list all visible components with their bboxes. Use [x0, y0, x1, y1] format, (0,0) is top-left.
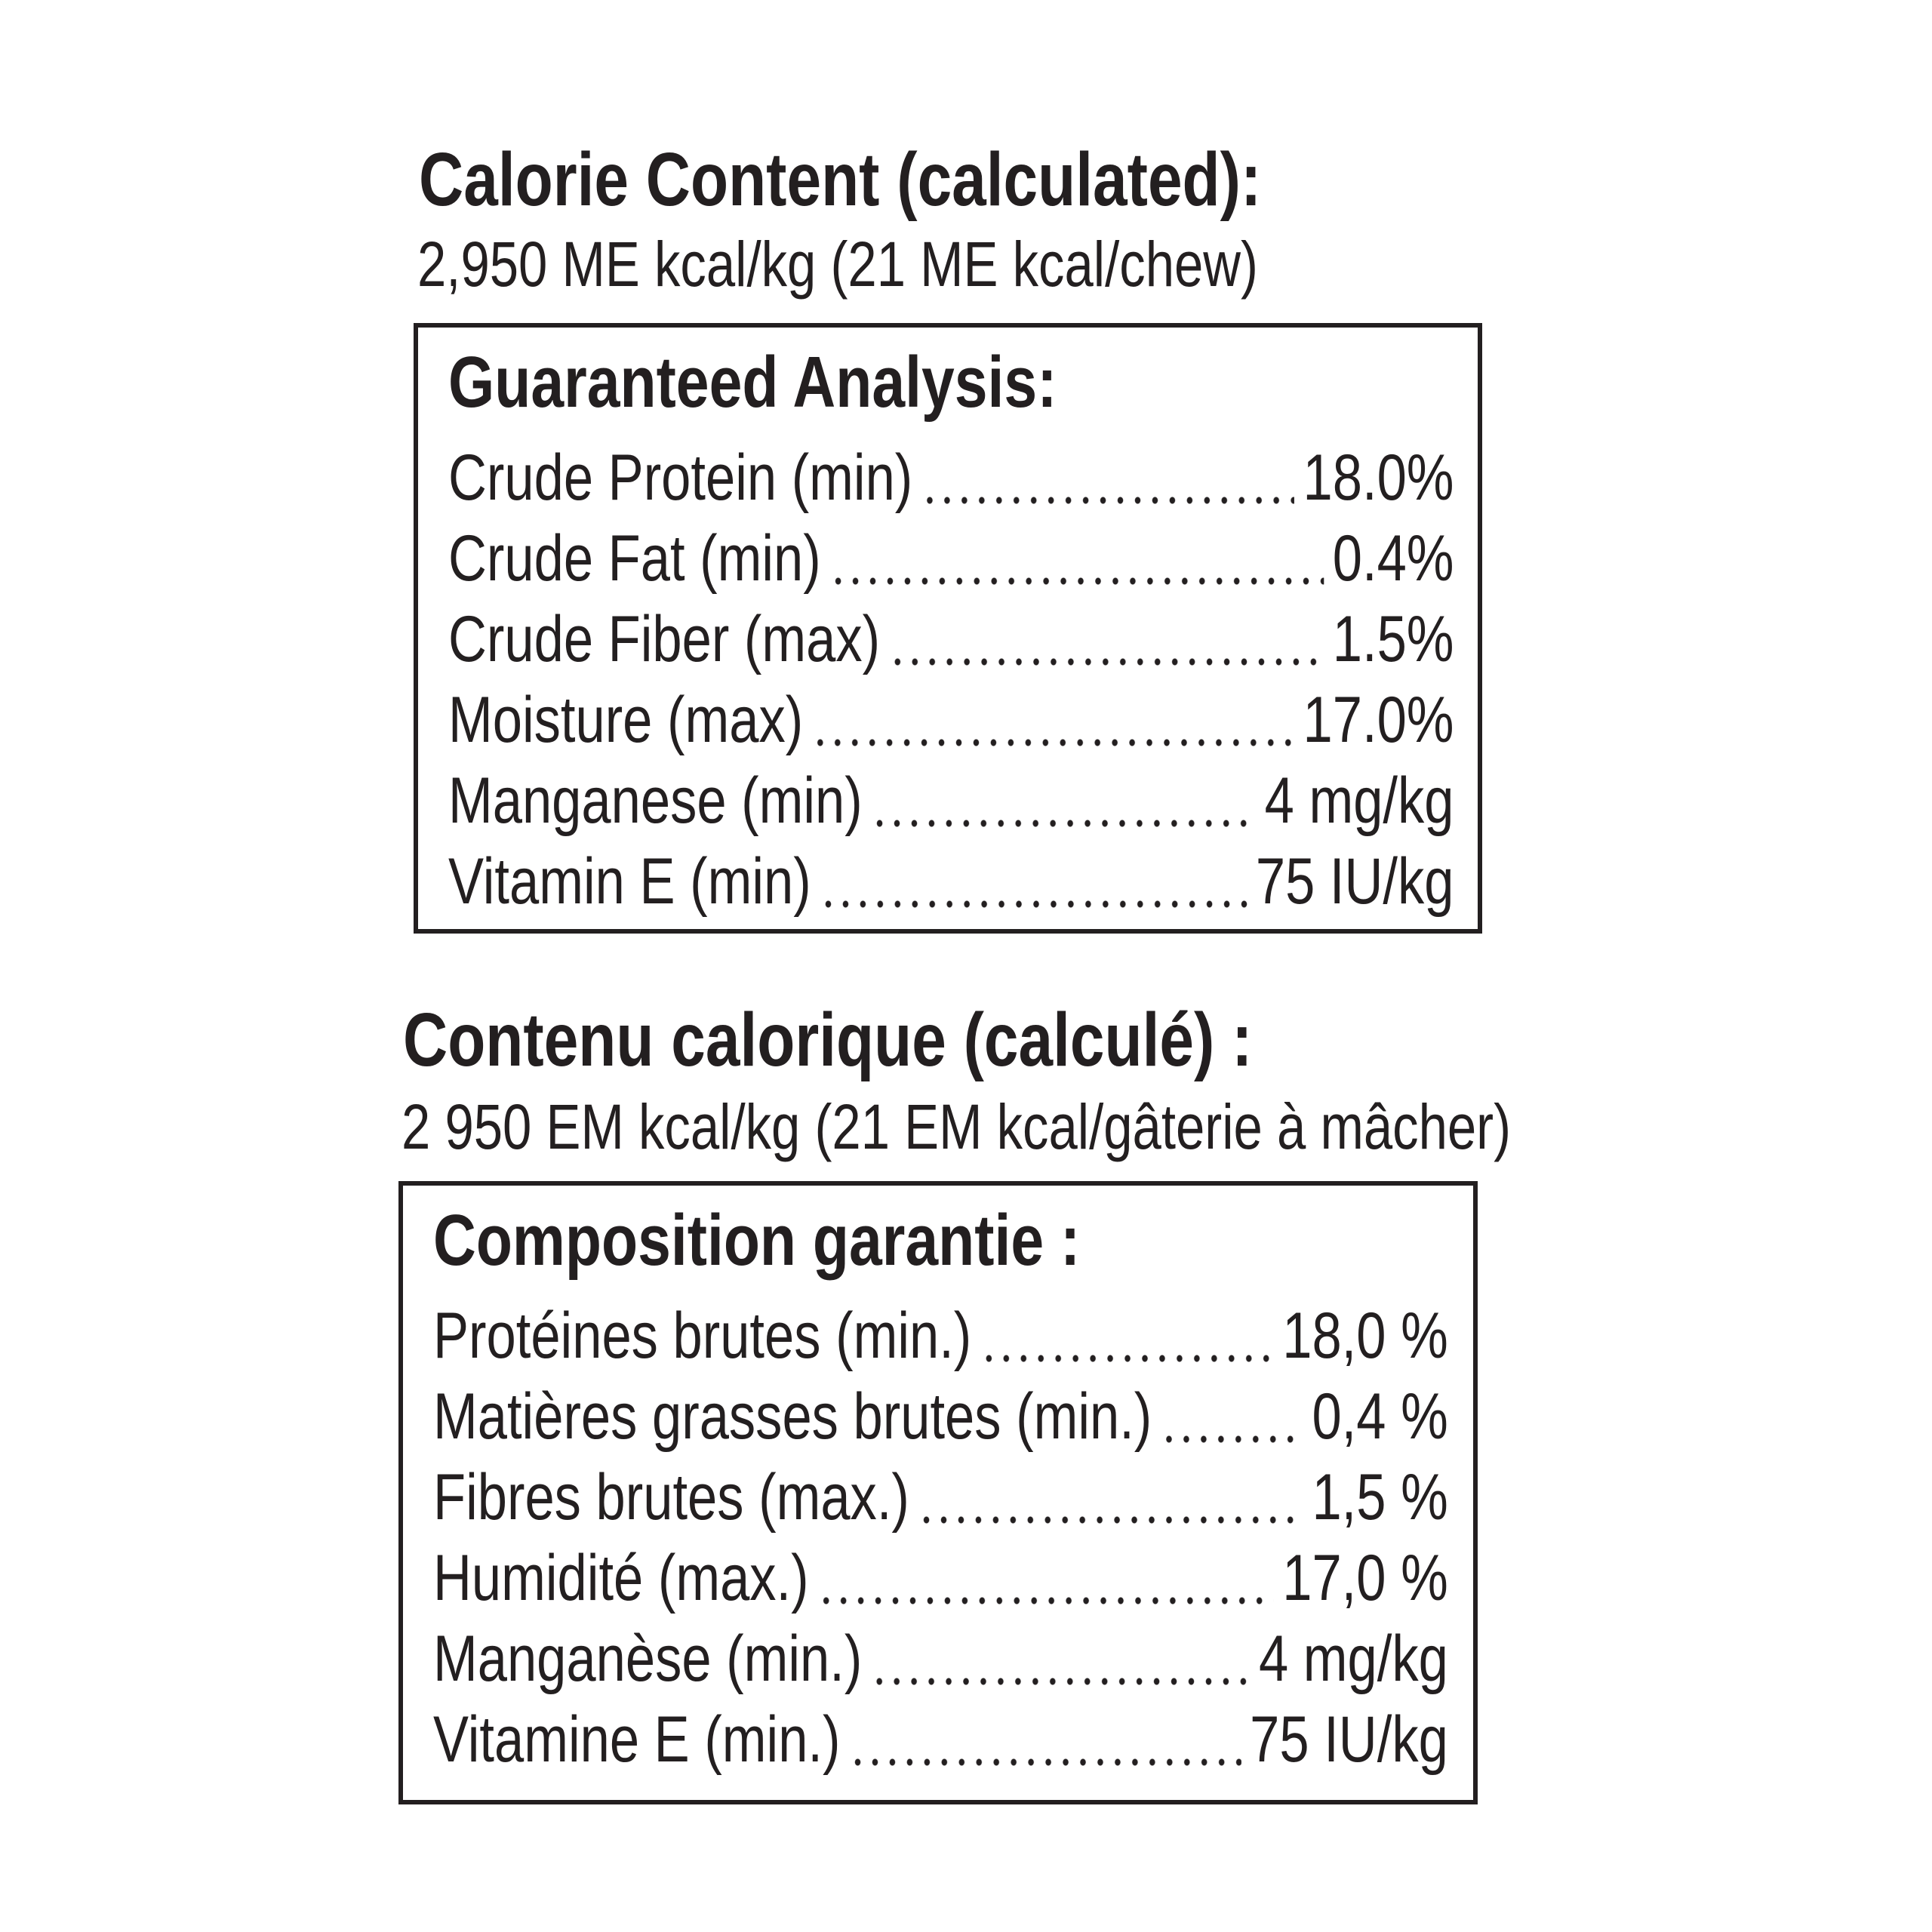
analysis-row: Crude Fiber (max) 1.5% [448, 599, 1454, 680]
analysis-row: Protéines brutes (min.) 18,0 % [433, 1296, 1448, 1377]
calorie-title: Contenu calorique (calculé) : [403, 998, 1253, 1082]
calorie-title: Calorie Content (calculated): [419, 137, 1262, 222]
analysis-row: Manganèse (min.) 4 mg/kg [433, 1619, 1448, 1700]
nutrient-value: 4 mg/kg [1264, 764, 1454, 837]
nutrient-value: 1.5% [1332, 603, 1454, 675]
nutrient-label: Protéines brutes (min.) [433, 1300, 972, 1372]
nutrient-value: 4 mg/kg [1258, 1623, 1448, 1695]
nutrient-value: 18.0% [1303, 441, 1454, 514]
analysis-row: Manganese (min) 4 mg/kg [448, 761, 1454, 841]
analysis-content: Guaranteed Analysis: Crude Protein (min)… [448, 342, 1454, 922]
analysis-row: Humidité (max.) 17,0 % [433, 1538, 1448, 1619]
analysis-title: Composition garantie : [433, 1200, 1081, 1281]
nutrient-label: Matières grasses brutes (min.) [433, 1380, 1152, 1453]
nutrient-label: Vitamin E (min) [448, 845, 811, 918]
nutrient-label: Vitamine E (min.) [433, 1703, 841, 1776]
dot-leader [980, 1296, 1274, 1377]
nutrient-value: 1,5 % [1312, 1461, 1448, 1534]
calorie-value: 2,950 ME kcal/kg (21 ME kcal/chew) [417, 229, 1258, 300]
dot-leader [921, 438, 1295, 518]
analysis-box: Guaranteed Analysis: Crude Protein (min)… [414, 323, 1482, 934]
dot-leader [829, 518, 1324, 599]
nutrient-label: Crude Fat (min) [448, 522, 821, 595]
dot-leader [888, 599, 1324, 680]
nutrient-value: 75 IU/kg [1255, 845, 1454, 918]
nutrient-value: 17,0 % [1282, 1542, 1448, 1614]
dot-leader [811, 680, 1295, 761]
dot-leader [1160, 1377, 1303, 1457]
analysis-row: Matières grasses brutes (min.) 0,4 % [433, 1377, 1448, 1457]
analysis-row: Vitamine E (min.) 75 IU/kg [433, 1700, 1448, 1780]
dot-leader [817, 1538, 1274, 1619]
analysis-row: Vitamin E (min) 75 IU/kg [448, 841, 1454, 922]
dot-leader [820, 841, 1247, 922]
nutrient-value: 17.0% [1303, 684, 1454, 756]
dot-leader [848, 1700, 1241, 1780]
nutrient-value: 0.4% [1332, 522, 1454, 595]
analysis-title: Guaranteed Analysis: [448, 342, 1057, 423]
dot-leader [918, 1457, 1303, 1538]
nutrient-label: Humidité (max.) [433, 1542, 809, 1614]
nutrient-label: Manganèse (min.) [433, 1623, 863, 1695]
nutrient-label: Moisture (max) [448, 684, 804, 756]
dot-leader [870, 1619, 1251, 1700]
analysis-box: Composition garantie : Protéines brutes … [398, 1181, 1478, 1804]
nutrient-label: Crude Fiber (max) [448, 603, 881, 675]
analysis-row: Crude Fat (min) 0.4% [448, 518, 1454, 599]
dot-leader [871, 761, 1257, 841]
nutrient-label: Crude Protein (min) [448, 441, 913, 514]
nutrient-value: 75 IU/kg [1250, 1703, 1448, 1776]
analysis-row: Fibres brutes (max.) 1,5 % [433, 1457, 1448, 1538]
nutrient-label: Manganese (min) [448, 764, 863, 837]
analysis-content: Composition garantie : Protéines brutes … [433, 1200, 1448, 1780]
analysis-row: Crude Protein (min) 18.0% [448, 438, 1454, 518]
nutrient-value: 18,0 % [1282, 1300, 1448, 1372]
nutrient-value: 0,4 % [1312, 1380, 1448, 1453]
analysis-row: Moisture (max) 17.0% [448, 680, 1454, 761]
nutrient-label: Fibres brutes (max.) [433, 1461, 909, 1534]
calorie-value: 2 950 EM kcal/kg (21 EM kcal/gâterie à m… [401, 1091, 1512, 1162]
